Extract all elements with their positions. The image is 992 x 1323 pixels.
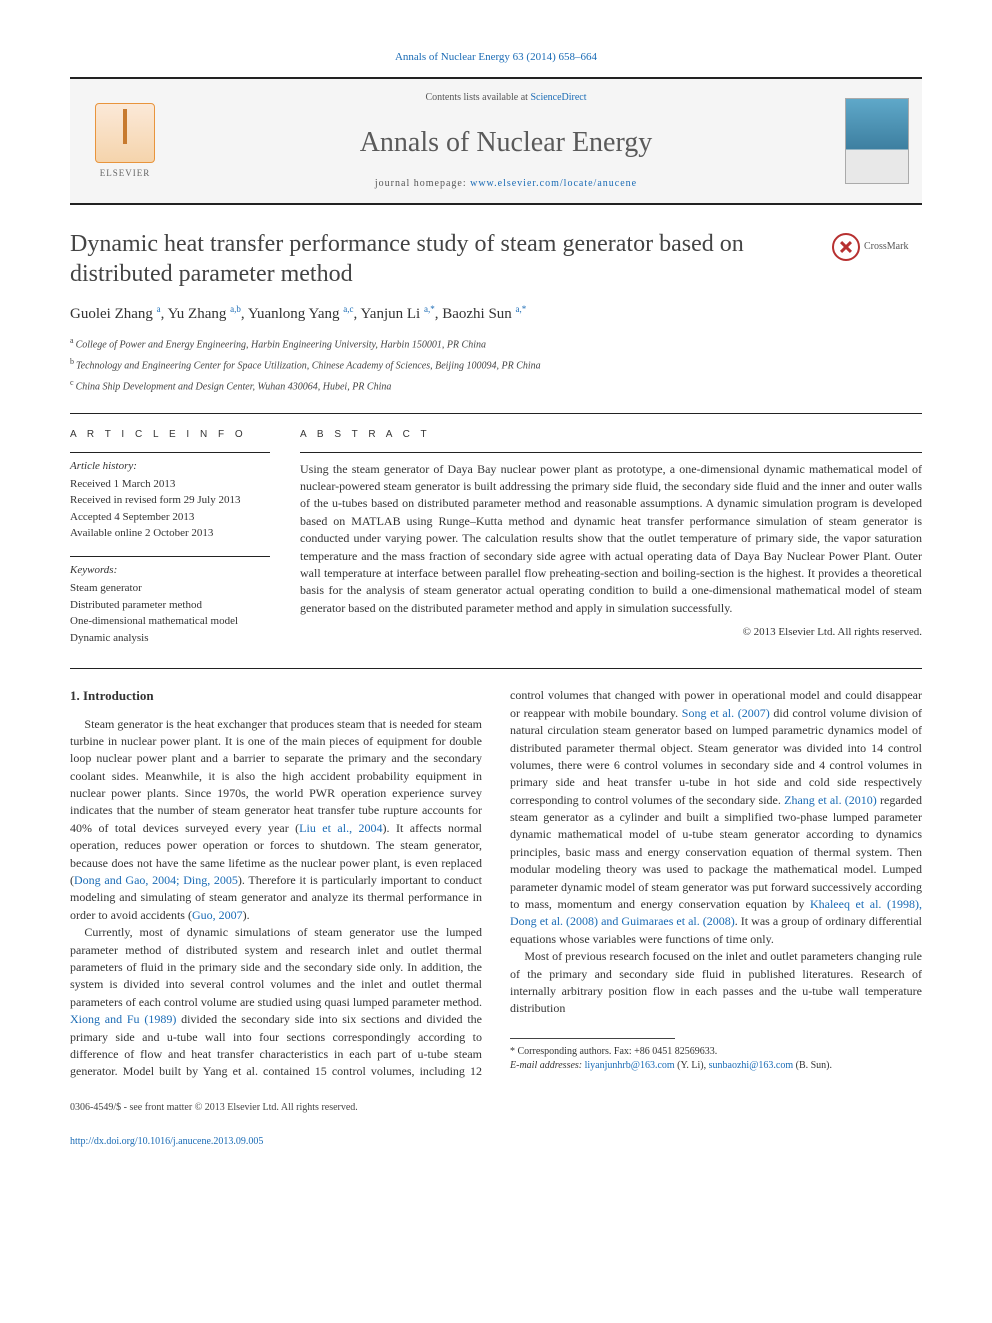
elsevier-logo: ELSEVIER (85, 96, 165, 186)
abstract-label: A B S T R A C T (300, 428, 922, 442)
crossmark-icon (832, 233, 860, 261)
author-affiliation-marker: a,* (424, 304, 435, 314)
elsevier-tree-icon (95, 103, 155, 163)
article-title: Dynamic heat transfer performance study … (70, 229, 812, 289)
homepage-link[interactable]: www.elsevier.com/locate/anucene (470, 178, 637, 189)
keywords-label: Keywords: (70, 563, 270, 578)
crossmark-label: CrossMark (864, 240, 908, 254)
keyword: Distributed parameter method (70, 597, 270, 614)
history-line: Received 1 March 2013 (70, 476, 270, 493)
publisher-logo-cell: ELSEVIER (70, 79, 180, 202)
email-link[interactable]: sunbaozhi@163.com (709, 1060, 793, 1071)
sciencedirect-link[interactable]: ScienceDirect (530, 92, 586, 103)
article-info-column: A R T I C L E I N F O Article history: R… (70, 428, 270, 647)
author-affiliation-marker: a,c (343, 304, 353, 314)
keyword: One-dimensional mathematical model (70, 613, 270, 630)
abstract-column: A B S T R A C T Using the steam generato… (300, 428, 922, 647)
affiliation: a College of Power and Energy Engineerin… (70, 335, 922, 352)
history-line: Received in revised form 29 July 2013 (70, 492, 270, 509)
author-list: Guolei Zhang a, Yu Zhang a,b, Yuanlong Y… (70, 303, 922, 325)
journal-name: Annals of Nuclear Energy (190, 123, 822, 162)
keyword: Steam generator (70, 580, 270, 597)
affiliation: c China Ship Development and Design Cent… (70, 377, 922, 394)
journal-cover-thumb (845, 98, 909, 184)
keyword: Dynamic analysis (70, 630, 270, 647)
journal-header-center: Contents lists available at ScienceDirec… (180, 79, 832, 202)
history-line: Accepted 4 September 2013 (70, 509, 270, 526)
citation-line: Annals of Nuclear Energy 63 (2014) 658–6… (70, 50, 922, 65)
email-link[interactable]: liyanjunhrb@163.com (585, 1060, 675, 1071)
author-affiliation-marker: a,* (516, 304, 527, 314)
section-heading-intro: 1. Introduction (70, 687, 482, 705)
section-divider (70, 413, 922, 414)
history-line: Available online 2 October 2013 (70, 525, 270, 542)
author: Yanjun Li a,* (360, 306, 434, 322)
contents-prefix: Contents lists available at (425, 92, 530, 103)
abstract-copyright: © 2013 Elsevier Ltd. All rights reserved… (300, 625, 922, 640)
ref-link-song2007[interactable]: Song et al. (2007) (682, 706, 770, 720)
body-columns: 1. Introduction Steam generator is the h… (70, 668, 922, 1080)
ref-link-dong-ding[interactable]: Dong and Gao, 2004; Ding, 2005 (74, 873, 238, 887)
homepage-prefix: journal homepage: (375, 178, 470, 189)
citation-link[interactable]: Annals of Nuclear Energy 63 (2014) 658–6… (395, 51, 597, 63)
crossmark-widget[interactable]: CrossMark (832, 233, 922, 261)
contents-line: Contents lists available at ScienceDirec… (190, 91, 822, 105)
intro-paragraph-3: Most of previous research focused on the… (510, 948, 922, 1018)
ref-link-liu2004[interactable]: Liu et al., 2004 (299, 821, 382, 835)
author-affiliation-marker: a,b (230, 304, 241, 314)
ref-link-guo2007[interactable]: Guo, 2007 (192, 908, 243, 922)
homepage-line: journal homepage: www.elsevier.com/locat… (190, 177, 822, 191)
doi-link[interactable]: http://dx.doi.org/10.1016/j.anucene.2013… (70, 1136, 263, 1147)
author: Yu Zhang a,b (168, 306, 241, 322)
issn-line: 0306-4549/$ - see front matter © 2013 El… (70, 1101, 922, 1115)
article-history-block: Article history: Received 1 March 2013Re… (70, 452, 270, 542)
ref-link-zhang2010[interactable]: Zhang et al. (2010) (784, 793, 877, 807)
ref-link-xiong1989[interactable]: Xiong and Fu (1989) (70, 1012, 176, 1026)
affiliation: b Technology and Engineering Center for … (70, 356, 922, 373)
journal-header: ELSEVIER Contents lists available at Sci… (70, 77, 922, 204)
corresponding-author-note: * Corresponding authors. Fax: +86 0451 8… (510, 1045, 922, 1059)
doi-line: http://dx.doi.org/10.1016/j.anucene.2013… (70, 1135, 922, 1149)
publisher-label: ELSEVIER (100, 167, 151, 180)
email-footnote: E-mail addresses: liyanjunhrb@163.com (Y… (510, 1059, 922, 1073)
author: Baozhi Sun a,* (442, 306, 526, 322)
email-label: E-mail addresses: (510, 1060, 582, 1071)
author: Yuanlong Yang a,c (248, 306, 354, 322)
keywords-block: Keywords: Steam generatorDistributed par… (70, 556, 270, 646)
author: Guolei Zhang a (70, 306, 161, 322)
history-label: Article history: (70, 459, 270, 474)
footnote-separator (510, 1038, 675, 1039)
cover-thumb-cell (832, 79, 922, 202)
article-info-label: A R T I C L E I N F O (70, 428, 270, 442)
abstract-text: Using the steam generator of Daya Bay nu… (300, 452, 922, 618)
intro-paragraph-1: Steam generator is the heat exchanger th… (70, 716, 482, 925)
author-affiliation-marker: a (157, 304, 161, 314)
